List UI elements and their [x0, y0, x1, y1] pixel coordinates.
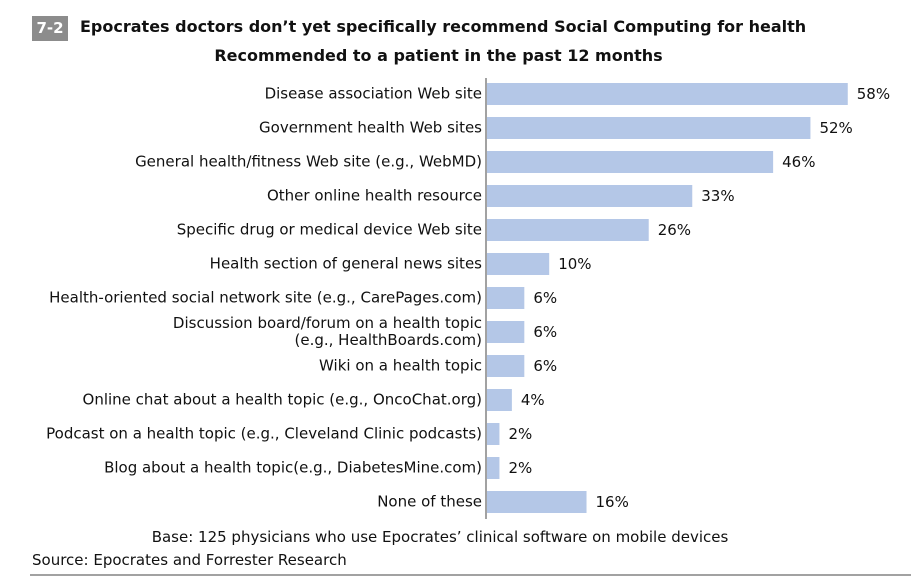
value-label: 52% — [819, 119, 853, 137]
bar — [487, 219, 649, 241]
value-label: 6% — [533, 357, 558, 375]
bar — [487, 185, 693, 207]
base-note: Base: 125 physicians who use Epocrates’ … — [151, 528, 729, 546]
bar — [487, 83, 848, 105]
category-label: Other online health resource — [266, 186, 482, 205]
bar — [487, 423, 500, 445]
bar — [487, 321, 525, 343]
category-label: Specific drug or medical device Web site — [176, 220, 482, 239]
source: Source: Epocrates and Forrester Research — [32, 551, 347, 569]
value-label: 46% — [782, 153, 816, 171]
category-label: Health section of general news sites — [209, 254, 482, 273]
value-label: 58% — [856, 85, 891, 103]
value-label: 26% — [657, 221, 692, 239]
category-label: Disease association Web site — [264, 84, 482, 103]
value-label: 2% — [508, 425, 533, 443]
figure-label: 7-2 — [32, 16, 68, 41]
category-label: General health/fitness Web site (e.g., W… — [135, 152, 482, 171]
category-label: Wiki on a health topic — [319, 356, 482, 375]
value-label: 4% — [520, 391, 545, 409]
value-label: 33% — [701, 187, 735, 205]
category-label: None of these — [377, 492, 482, 511]
value-label: 2% — [508, 459, 533, 477]
chart-title: Epocrates doctors don’t yet specifically… — [80, 17, 807, 36]
bar — [487, 355, 525, 377]
category-label: Blog about a health topic(e.g., Diabetes… — [104, 458, 482, 477]
value-label: 16% — [595, 493, 629, 511]
bar — [487, 117, 811, 139]
bar — [487, 287, 525, 309]
bar — [487, 151, 774, 173]
category-label: Government health Web sites — [259, 118, 482, 137]
value-label: 6% — [533, 289, 558, 307]
bar — [487, 253, 550, 275]
bar — [487, 457, 500, 479]
value-label: 10% — [558, 255, 592, 273]
category-label: Health-oriented social network site (e.g… — [49, 288, 482, 307]
category-label: Podcast on a health topic (e.g., Clevela… — [46, 424, 482, 443]
bar — [487, 389, 512, 411]
bar — [487, 491, 587, 513]
category-label: Online chat about a health topic (e.g., … — [82, 390, 482, 409]
chart-subtitle: Recommended to a patient in the past 12 … — [214, 46, 663, 65]
category-label: Discussion board/forum on a health topic… — [172, 314, 482, 349]
value-label: 6% — [533, 323, 558, 341]
